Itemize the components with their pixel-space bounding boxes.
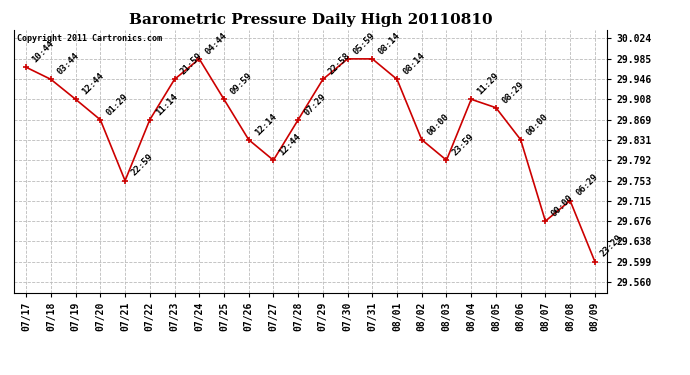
Text: 12:14: 12:14 — [253, 112, 278, 137]
Text: 06:29: 06:29 — [574, 172, 600, 198]
Text: 09:59: 09:59 — [228, 71, 253, 96]
Text: 22:58: 22:58 — [327, 51, 353, 76]
Text: 22:59: 22:59 — [129, 153, 155, 178]
Text: 00:00: 00:00 — [549, 193, 575, 218]
Title: Barometric Pressure Daily High 20110810: Barometric Pressure Daily High 20110810 — [129, 13, 492, 27]
Text: 10:44: 10:44 — [30, 39, 56, 64]
Text: 11:14: 11:14 — [154, 92, 179, 117]
Text: 01:29: 01:29 — [104, 92, 130, 117]
Text: 23:29: 23:29 — [599, 233, 624, 259]
Text: 04:44: 04:44 — [204, 31, 229, 56]
Text: 07:29: 07:29 — [302, 92, 328, 117]
Text: 05:59: 05:59 — [352, 31, 377, 56]
Text: 00:00: 00:00 — [426, 112, 451, 137]
Text: 21:59: 21:59 — [179, 51, 204, 76]
Text: 08:14: 08:14 — [377, 31, 402, 56]
Text: 08:29: 08:29 — [500, 80, 526, 105]
Text: Copyright 2011 Cartronics.com: Copyright 2011 Cartronics.com — [17, 34, 161, 43]
Text: 11:29: 11:29 — [475, 71, 501, 96]
Text: 23:59: 23:59 — [451, 132, 476, 158]
Text: 12:44: 12:44 — [277, 132, 303, 158]
Text: 03:44: 03:44 — [55, 51, 81, 76]
Text: 08:14: 08:14 — [401, 51, 426, 76]
Text: 12:44: 12:44 — [80, 71, 105, 96]
Text: 00:00: 00:00 — [525, 112, 550, 137]
